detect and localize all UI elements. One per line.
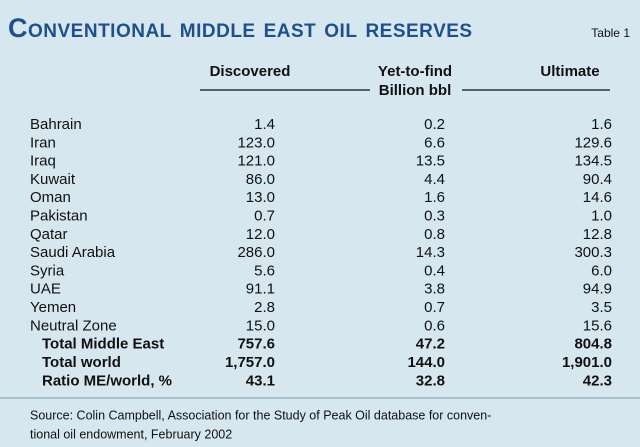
cell: 286.0 (237, 244, 275, 261)
cell: 0.7 (424, 299, 445, 316)
cell: 47.2 (416, 336, 445, 353)
row-label: Yemen (30, 299, 76, 316)
row-label: Bahrain (30, 116, 82, 133)
cell: 12.8 (583, 226, 612, 243)
cell: 2.8 (254, 299, 275, 316)
row-label: Ratio ME/world, % (42, 373, 172, 390)
row-label: Qatar (30, 226, 68, 243)
cell: 0.3 (424, 207, 445, 224)
cell: 42.3 (583, 373, 612, 390)
cell: 14.3 (416, 244, 445, 261)
cell: 134.5 (574, 153, 612, 170)
cell: 6.6 (424, 134, 445, 151)
cell: 129.6 (574, 134, 612, 151)
cell: 804.8 (574, 336, 612, 353)
row-label: Saudi Arabia (30, 244, 116, 261)
cell: 300.3 (574, 244, 612, 261)
cell: 12.0 (246, 226, 275, 243)
unit-label: Billion bbl (379, 82, 452, 99)
row-label: Pakistan (30, 207, 88, 224)
row-label: Neutral Zone (30, 317, 117, 334)
cell: 0.4 (424, 262, 445, 279)
row-label: Syria (30, 262, 65, 279)
cell: 0.6 (424, 317, 445, 334)
cell: 1.4 (254, 116, 275, 133)
cell: 32.8 (416, 373, 445, 390)
cell: 90.4 (583, 171, 612, 188)
cell: 6.0 (591, 262, 612, 279)
cell: 15.0 (246, 317, 275, 334)
row-label: Kuwait (30, 171, 76, 188)
cell: 91.1 (246, 281, 275, 298)
cell: 14.6 (583, 189, 612, 206)
row-label: Iraq (30, 153, 56, 170)
cell: 15.6 (583, 317, 612, 334)
column-header: Ultimate (540, 63, 599, 80)
row-label: UAE (30, 281, 61, 298)
cell: 144.0 (407, 354, 445, 371)
row-label: Iran (30, 134, 56, 151)
cell: 123.0 (237, 134, 275, 151)
cell: 0.7 (254, 207, 275, 224)
table-label: Table 1 (591, 26, 630, 40)
cell: 13.0 (246, 189, 275, 206)
cell: 86.0 (246, 171, 275, 188)
cell: 121.0 (237, 153, 275, 170)
cell: 1,901.0 (562, 354, 612, 371)
cell: 3.5 (591, 299, 612, 316)
cell: 1.6 (424, 189, 445, 206)
source: Source: Colin Campbell, Association for … (30, 408, 491, 422)
title: Conventional middle east oil reserves (8, 13, 473, 43)
row-label: Oman (30, 189, 71, 206)
cell: 13.5 (416, 153, 445, 170)
cell: 43.1 (246, 373, 275, 390)
column-header: Yet-to-find (378, 63, 452, 80)
cell: 3.8 (424, 281, 445, 298)
cell: 5.6 (254, 262, 275, 279)
cell: 94.9 (583, 281, 612, 298)
cell: 1.6 (591, 116, 612, 133)
row-label: Total Middle East (42, 336, 164, 353)
source: tional oil endowment, February 2002 (30, 427, 232, 441)
cell: 0.8 (424, 226, 445, 243)
cell: 757.6 (237, 336, 275, 353)
cell: 0.2 (424, 116, 445, 133)
column-header: Discovered (210, 63, 291, 80)
row-label: Total world (42, 354, 121, 371)
cell: 1.0 (591, 207, 612, 224)
cell: 1,757.0 (225, 354, 275, 371)
cell: 4.4 (424, 171, 445, 188)
